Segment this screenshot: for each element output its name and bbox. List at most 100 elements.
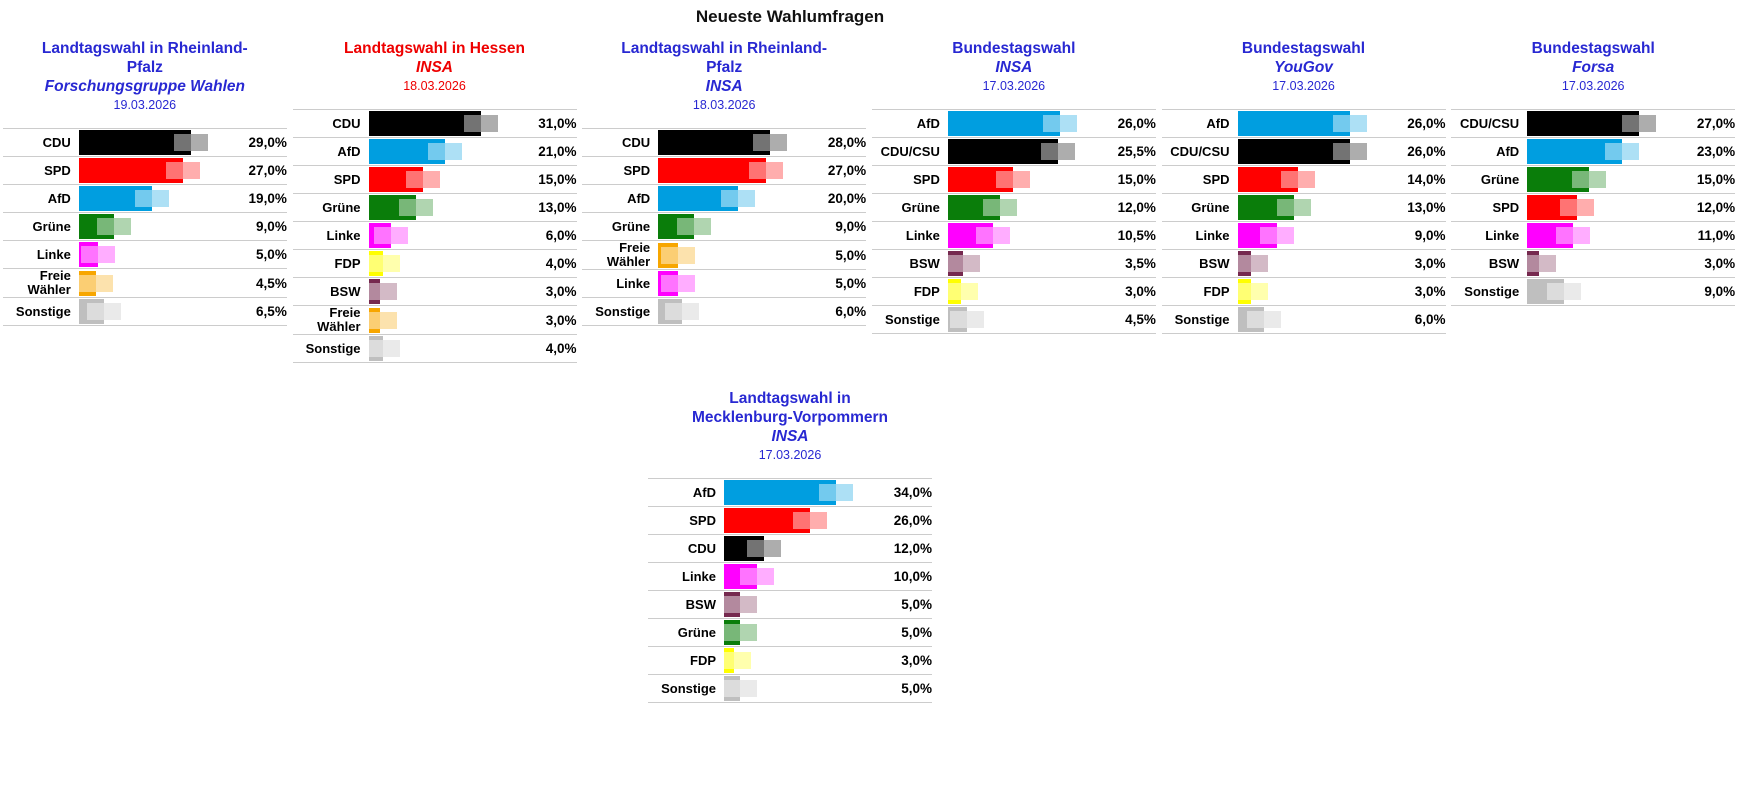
party-label: AfD [337, 143, 361, 159]
party-row: Grüne 9,0% [2, 212, 287, 240]
bar-range-marker-inner [665, 303, 683, 320]
chart-rows: CDU 31,0% AfD 21,0% SPD 15,0% Grüne 13,0% Linke 6… [292, 109, 577, 363]
bar-zone [1237, 251, 1384, 276]
chart-title: Mecklenburg-Vorpommern [691, 409, 889, 426]
party-bar [724, 620, 740, 645]
party-value: 5,0% [901, 625, 932, 640]
bar-range-marker-inner [724, 680, 740, 697]
bar-range-marker-inner [368, 255, 383, 272]
bar-range-marker-inner [78, 274, 96, 292]
bar-range-marker-outer [962, 255, 980, 272]
party-value: 3,0% [1704, 256, 1736, 271]
party-row: Freie Wähler 4,5% [2, 268, 287, 297]
party-row: Linke 9,0% [1161, 221, 1446, 249]
party-bar [658, 299, 683, 324]
party-row: Grüne 5,0% [648, 618, 932, 646]
bar-zone [368, 307, 515, 333]
poll-chart: Landtagswahl in Hessen INSA 18.03.2026 CDU 3… [292, 39, 577, 363]
party-value: 10,5% [1117, 228, 1156, 243]
party-value: 10,0% [893, 569, 932, 584]
bar-zone [724, 620, 870, 645]
party-row: Sonstige 4,0% [292, 334, 577, 363]
chart-column: Bundestagswahl YouGov 17.03.2026 AfD 26,0% CD… [1159, 39, 1449, 334]
party-value: 12,0% [1117, 200, 1156, 215]
party-value: 19,0% [248, 191, 287, 206]
bar-range-marker-inner [949, 311, 967, 328]
party-bar [947, 139, 1058, 164]
party-row: AfD 26,0% [871, 109, 1156, 137]
bar-zone [1527, 167, 1673, 192]
chart-title: Bundestagswahl [1531, 40, 1655, 57]
party-row: AfD 23,0% [1451, 137, 1736, 165]
bar-range-marker-inner [793, 512, 810, 529]
bar-range-marker-inner [975, 227, 993, 244]
party-row: AfD 34,0% [648, 478, 932, 506]
party-label: BSW [685, 596, 716, 612]
party-value: 26,0% [1117, 116, 1156, 131]
party-row: CDU 31,0% [292, 109, 577, 137]
chart-rows: CDU 29,0% SPD 27,0% AfD 19,0% Grüne 9,0% Linke 5,… [2, 128, 287, 326]
bar-range-marker-inner [1332, 143, 1350, 160]
page-title: Neueste Wahlumfragen [695, 7, 885, 26]
bar-range-marker-inner [749, 162, 767, 179]
bar-range-marker-outer [379, 311, 397, 329]
bar-zone [1527, 223, 1673, 248]
bar-range-marker-inner [753, 134, 771, 151]
bar-zone [1527, 251, 1673, 276]
party-label: Sonstige [305, 340, 361, 356]
chart-header: Landtagswahl in Mecklenburg-Vorpommern INS… [648, 389, 932, 463]
chart-header: Landtagswahl in Rheinland- Pfalz Forschung… [3, 39, 287, 113]
party-value: 4,0% [545, 341, 577, 356]
party-label: Sonstige [1464, 283, 1520, 299]
bar-zone [724, 648, 870, 673]
bar-zone [368, 223, 515, 248]
chart-institute: INSA [705, 78, 743, 95]
bar-zone [368, 195, 515, 220]
bar-range-marker-outer [151, 190, 169, 207]
bar-range-marker-inner [173, 134, 191, 151]
bar-range-marker-outer [740, 680, 757, 697]
party-bar [368, 167, 423, 192]
party-label: SPD [1492, 199, 1520, 215]
party-bar [78, 299, 104, 324]
bottom-charts-row: Landtagswahl in Mecklenburg-Vorpommern INS… [0, 389, 1580, 703]
party-bar [1527, 139, 1623, 164]
bar-range-marker-outer [1639, 115, 1657, 132]
party-value: 14,0% [1407, 172, 1446, 187]
party-label: Grüne [677, 624, 716, 640]
bar-range-marker-outer [766, 162, 784, 179]
party-value: 15,0% [1117, 172, 1156, 187]
party-value: 9,0% [1704, 284, 1736, 299]
bar-zone [658, 130, 804, 155]
party-bar [368, 336, 383, 361]
bar-zone [947, 195, 1094, 220]
bar-range-marker-outer [1276, 227, 1294, 244]
party-row: Grüne 15,0% [1451, 165, 1736, 193]
party-row: Sonstige 6,0% [1161, 305, 1446, 334]
bar-range-marker-outer [738, 190, 756, 207]
bar-range-marker-outer [757, 568, 774, 585]
bar-range-marker-outer [1012, 171, 1030, 188]
bar-zone [658, 299, 804, 324]
party-value: 12,0% [1696, 200, 1736, 215]
party-label: FDP [690, 652, 716, 668]
party-value: 3,0% [545, 284, 577, 299]
party-row: SPD 15,0% [292, 165, 577, 193]
party-bar [947, 307, 967, 332]
party-row: CDU/CSU 27,0% [1451, 109, 1736, 137]
party-bar [947, 279, 961, 304]
party-row: AfD 21,0% [292, 137, 577, 165]
bar-range-marker-outer [415, 199, 433, 216]
party-label: Grüne [901, 199, 940, 215]
chart-header: Landtagswahl in Rheinland- Pfalz INSA 18.03… [582, 39, 866, 113]
poll-chart: Landtagswahl in Mecklenburg-Vorpommern INS… [648, 389, 932, 703]
bar-zone [658, 271, 804, 296]
bar-zone [724, 536, 870, 561]
bar-range-marker-inner [661, 275, 679, 292]
bar-zone [78, 299, 225, 324]
poll-chart: Bundestagswahl Forsa 17.03.2026 CDU/CSU 27,0… [1451, 39, 1736, 306]
party-row: Linke 11,0% [1451, 221, 1736, 249]
bar-zone [1527, 279, 1673, 304]
party-bar [78, 214, 114, 239]
party-value: 5,0% [901, 597, 932, 612]
